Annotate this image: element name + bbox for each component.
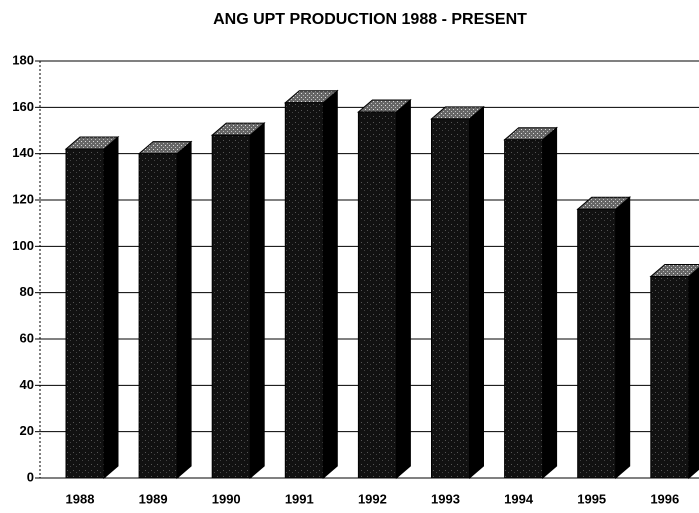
y-tick-label: 20 (20, 423, 34, 438)
x-tick-label: 1991 (285, 491, 314, 506)
y-tick-label: 60 (20, 330, 34, 345)
bar (284, 102, 324, 479)
x-tick-label: 1990 (212, 491, 241, 506)
bar-side (469, 105, 484, 480)
y-tick-label: 100 (12, 238, 34, 253)
x-tick-label: 1994 (504, 491, 534, 506)
bar-side (542, 126, 558, 480)
bar (211, 134, 251, 479)
bar (357, 111, 397, 479)
x-tick-label: 1988 (66, 491, 95, 506)
bar-side (176, 140, 192, 480)
bar-side (395, 98, 411, 480)
x-tick-label: 1989 (139, 491, 168, 506)
x-tick-label: 1995 (577, 491, 606, 506)
bar (504, 139, 544, 479)
bar-side (615, 196, 631, 480)
bar (650, 275, 690, 479)
x-tick-label: 1996 (650, 491, 679, 506)
bar-side (103, 135, 119, 480)
y-tick-label: 40 (20, 377, 34, 392)
y-tick-label: 120 (12, 191, 34, 206)
bar-side (322, 89, 338, 480)
y-tick-label: 0 (27, 469, 34, 484)
y-tick-label: 80 (20, 284, 34, 299)
y-tick-label: 140 (12, 145, 34, 160)
x-tick-label: 1992 (358, 491, 387, 506)
bar-side (249, 122, 265, 480)
y-tick-label: 160 (12, 99, 34, 114)
bar-side (688, 267, 699, 480)
bar (431, 118, 470, 479)
bar (577, 208, 617, 479)
bar (138, 153, 178, 479)
x-tick-label: 1993 (431, 491, 460, 506)
bar (65, 148, 105, 479)
y-tick-label: 180 (12, 52, 34, 67)
chart-title: ANG UPT PRODUCTION 1988 - PRESENT (213, 11, 527, 28)
